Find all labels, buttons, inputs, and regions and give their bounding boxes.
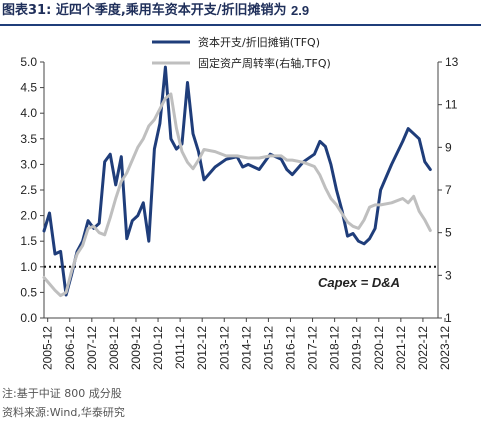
x-tick-label: 2012-12 <box>195 326 209 370</box>
right-tick-label: 13 <box>445 55 459 69</box>
x-tick-label: 2008-12 <box>107 326 121 370</box>
footnote: 注:基于中证 800 成分股 <box>2 387 122 400</box>
left-tick-label: 1.0 <box>20 260 37 274</box>
left-tick-label: 3.0 <box>20 157 37 171</box>
right-tick-label: 9 <box>445 140 452 154</box>
x-tick-label: 2020-12 <box>372 326 386 370</box>
x-tick-label: 2011-12 <box>173 326 187 369</box>
left-tick-label: 4.0 <box>20 106 37 120</box>
right-tick-label: 3 <box>445 268 452 282</box>
source-note: 资料来源:Wind,华泰研究 <box>2 406 125 419</box>
left-tick-label: 2.5 <box>20 183 37 197</box>
title-text: 近四个季度,乘用车资本开支/折旧摊销为 <box>55 3 287 18</box>
left-tick-label: 5.0 <box>20 55 37 69</box>
x-tick-label: 2015-12 <box>261 326 275 370</box>
x-tick-label: 2009-12 <box>129 326 143 370</box>
x-tick-label: 2007-12 <box>85 326 99 370</box>
right-tick-label: 5 <box>445 226 452 240</box>
series-line-turnover <box>42 92 432 298</box>
figure-label: 图表31: <box>2 3 52 18</box>
x-tick-label: 2023-12 <box>438 326 452 370</box>
x-tick-label: 2016-12 <box>283 326 297 370</box>
right-tick-label: 1 <box>445 311 452 325</box>
left-tick-label: 3.5 <box>20 132 37 146</box>
x-tick-label: 2005-12 <box>41 326 55 370</box>
legend-label-capex: 资本开支/折旧摊销(TFQ) <box>198 35 320 49</box>
title-value: 2.9 <box>291 3 310 18</box>
series-line-capex <box>42 65 432 297</box>
x-tick-label: 2022-12 <box>416 326 430 370</box>
left-tick-label: 0.5 <box>20 285 37 299</box>
x-tick-label: 2006-12 <box>63 326 77 370</box>
x-tick-label: 2014-12 <box>239 326 253 370</box>
left-tick-label: 1.5 <box>20 234 37 248</box>
x-tick-label: 2013-12 <box>217 326 231 370</box>
left-tick-label: 0.0 <box>20 311 37 325</box>
legend-label-turnover: 固定资产周转率(右轴,TFQ) <box>198 56 331 70</box>
left-tick-label: 2.0 <box>20 209 37 223</box>
x-tick-label: 2018-12 <box>328 326 342 370</box>
title-divider <box>0 24 481 26</box>
x-tick-label: 2017-12 <box>306 326 320 370</box>
x-tick-label: 2010-12 <box>151 326 165 370</box>
right-tick-label: 11 <box>445 98 458 112</box>
axes-layer: 0.00.51.01.52.02.53.03.54.04.55.01357911… <box>20 55 458 370</box>
x-tick-label: 2021-12 <box>394 326 408 370</box>
series-layer <box>42 65 432 298</box>
legend: 资本开支/折旧摊销(TFQ) 固定资产周转率(右轴,TFQ) <box>152 35 331 70</box>
chart-title: 图表31: 近四个季度,乘用车资本开支/折旧摊销为 2.9 <box>2 1 479 27</box>
left-tick-label: 4.5 <box>20 81 37 95</box>
reference-line-label: Capex = D&A <box>318 275 400 290</box>
right-tick-label: 7 <box>445 183 452 197</box>
x-tick-label: 2019-12 <box>350 326 364 370</box>
